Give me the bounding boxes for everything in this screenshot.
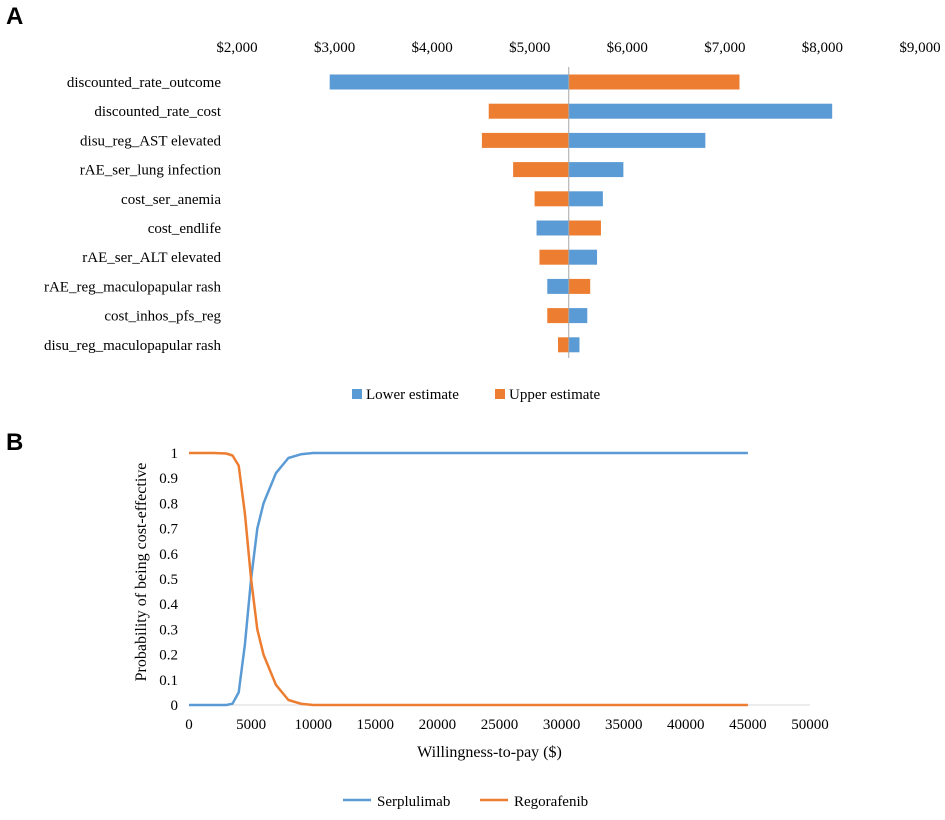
ceac-y-tick-label: 0 — [171, 698, 179, 714]
panel-label-b: B — [6, 429, 23, 456]
tornado-tick-label: $2,000 — [216, 40, 257, 56]
tornado-bar — [539, 249, 569, 265]
tornado-chart: $2,000 $3,000 $4,000 $5,000 $6,000 $7,000 $8,0… — [44, 40, 941, 403]
tornado-legend: Lower estimate Upper estimate — [352, 387, 601, 403]
ceac-x-tick-label: 25000 — [481, 717, 519, 733]
tornado-category-label: disu_reg_maculopapular rash — [44, 338, 222, 354]
ceac-x-tick-label: 45000 — [729, 717, 767, 733]
ceac-legend-label: Serplulimab — [377, 794, 450, 810]
tornado-bar — [481, 132, 569, 148]
tornado-category-label: cost_ser_anemia — [121, 192, 221, 208]
ceac-x-tick-label: 10000 — [294, 717, 332, 733]
tornado-tick-label: $7,000 — [704, 40, 745, 56]
tornado-category-label: discounted_rate_cost — [94, 104, 221, 120]
tornado-bar — [568, 249, 598, 265]
ceac-y-tick-label: 0.3 — [159, 622, 178, 638]
tornado-legend-swatch — [495, 389, 505, 399]
tornado-category-labels: discounted_rate_outcome discounted_rate_c… — [44, 75, 222, 354]
panel-label-a: A — [6, 3, 23, 30]
ceac-y-tick-label: 1 — [171, 446, 179, 462]
ceac-x-tick-label: 40000 — [667, 717, 705, 733]
tornado-bar — [547, 278, 569, 294]
ceac-series-line — [189, 451, 748, 707]
ceac-y-tick-label: 0.5 — [159, 572, 178, 588]
ceac-y-tick-label: 0.9 — [159, 471, 178, 487]
tornado-top-axis: $2,000 $3,000 $4,000 $5,000 $6,000 $7,000 $8,0… — [216, 40, 940, 56]
ceac-y-tick-label: 0.4 — [159, 597, 178, 613]
ceac-x-tick-label: 30000 — [543, 717, 581, 733]
tornado-category-label: cost_inhos_pfs_reg — [104, 309, 221, 325]
ceac-x-tick-label: 5000 — [236, 717, 266, 733]
tornado-tick-label: $6,000 — [607, 40, 648, 56]
tornado-category-label: cost_endlife — [148, 221, 222, 237]
ceac-series-lines — [189, 451, 748, 707]
ceac-series-line — [189, 451, 748, 707]
ceac-x-tick-label: 50000 — [791, 717, 829, 733]
ceac-legend-label: Regorafenib — [514, 794, 588, 810]
ceac-line-chart: 0 5000 10000 15000 20000 25000 30000 35000 40000… — [133, 446, 829, 810]
ceac-x-tick-label: 35000 — [605, 717, 643, 733]
tornado-bar — [558, 337, 569, 353]
ceac-y-tick-label: 0.2 — [159, 648, 178, 664]
tornado-category-label: rAE_ser_lung infection — [80, 163, 222, 179]
tornado-bar — [488, 103, 569, 119]
tornado-bar — [568, 162, 624, 178]
ceac-x-axis-title: Willingness-to-pay ($) — [417, 744, 562, 761]
tornado-tick-label: $3,000 — [314, 40, 355, 56]
tornado-bar — [568, 103, 833, 119]
tornado-bar — [568, 191, 603, 207]
tornado-bar — [568, 308, 588, 324]
tornado-bar — [568, 74, 740, 90]
tornado-category-label: discounted_rate_outcome — [67, 75, 221, 91]
ceac-y-tick-label: 0.7 — [159, 522, 178, 538]
ceac-y-tick-label: 0.6 — [159, 547, 178, 563]
tornado-bar — [329, 74, 569, 90]
tornado-bar — [568, 278, 591, 294]
ceac-legend: Serplulimab Regorafenib — [343, 794, 588, 810]
tornado-bar — [547, 308, 569, 324]
tornado-category-label: rAE_reg_maculopapular rash — [44, 279, 222, 295]
tornado-tick-label: $4,000 — [412, 40, 453, 56]
ceac-y-axis-title: Probability of being cost-effective — [133, 463, 150, 682]
tornado-bar — [568, 132, 706, 148]
tornado-bar — [568, 220, 601, 236]
tornado-legend-label: Upper estimate — [509, 387, 601, 403]
ceac-x-tick-label: 20000 — [419, 717, 457, 733]
tornado-bars — [329, 74, 833, 353]
ceac-y-ticks: 0 0.1 0.2 0.3 0.4 0.5 0.6 0.7 0.8 0.9 1 — [159, 446, 178, 714]
ceac-x-tick-label: 15000 — [357, 717, 395, 733]
tornado-tick-label: $5,000 — [509, 40, 550, 56]
tornado-category-label: rAE_ser_ALT elevated — [82, 250, 221, 266]
ceac-x-tick-label: 0 — [185, 717, 193, 733]
tornado-category-label: disu_reg_AST elevated — [80, 133, 221, 149]
tornado-bar — [536, 220, 569, 236]
tornado-tick-label: $8,000 — [802, 40, 843, 56]
ceac-y-tick-label: 0.1 — [159, 673, 178, 689]
ceac-y-tick-label: 0.8 — [159, 496, 178, 512]
ceac-x-ticks: 0 5000 10000 15000 20000 25000 30000 35000 40000… — [185, 717, 829, 733]
tornado-legend-label: Lower estimate — [366, 387, 459, 403]
tornado-bar — [534, 191, 569, 207]
tornado-legend-swatch — [352, 389, 362, 399]
tornado-tick-label: $9,000 — [899, 40, 940, 56]
tornado-bar — [568, 337, 580, 353]
tornado-bar — [513, 162, 569, 178]
